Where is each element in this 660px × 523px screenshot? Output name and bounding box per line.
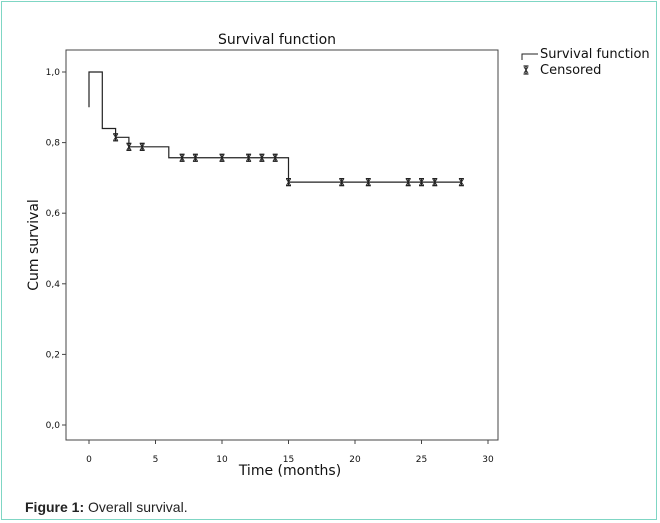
y-tick-label: 0,4 [46, 280, 61, 290]
censored-marker [405, 177, 411, 187]
censored-marker [179, 153, 185, 162]
y-tick-label: 0,2 [46, 350, 60, 360]
y-axis: 0,0 0,2 0,4 0,6 0,8 1,0 [46, 68, 66, 431]
x-tick-label: 5 [153, 455, 159, 465]
censored-marker [113, 133, 119, 142]
legend: Survival function Censored [521, 47, 650, 78]
y-axis-label: Cum survival [26, 199, 42, 291]
legend-censored-symbol [523, 65, 529, 75]
censored-marker [365, 177, 371, 187]
x-tick-label: 0 [86, 455, 92, 465]
legend-survival-symbol [521, 53, 538, 60]
censored-marker [432, 177, 438, 187]
y-tick-label: 0,8 [46, 139, 61, 149]
series-censored [113, 133, 464, 187]
censored-marker [139, 142, 145, 151]
censored-marker [286, 177, 291, 187]
y-tick-label: 0,6 [46, 209, 61, 219]
censored-marker [259, 153, 265, 162]
censored-marker [458, 177, 464, 187]
figure-caption: Figure 1: Overall survival. [25, 499, 188, 515]
y-tick-label: 1,0 [46, 68, 61, 78]
censored-marker [339, 177, 345, 187]
x-tick-label: 15 [283, 455, 294, 465]
legend-censored-label: Censored [540, 63, 601, 78]
censored-marker [272, 153, 278, 162]
x-axis: 0 5 10 15 20 25 30 [86, 440, 494, 465]
series-survival-function [88, 71, 462, 183]
x-axis-label: Time (months) [238, 463, 341, 479]
plot-area [65, 49, 499, 441]
caption-text: Overall survival. [84, 499, 188, 515]
caption-label: Figure 1: [25, 499, 85, 515]
censored-marker [219, 153, 225, 162]
censored-marker [246, 153, 252, 162]
legend-survival-label: Survival function [540, 47, 650, 62]
chart-title: Survival function [218, 32, 336, 48]
x-tick-label: 30 [482, 455, 494, 465]
x-tick-label: 10 [216, 455, 228, 465]
x-tick-label: 25 [416, 455, 427, 465]
censored-marker [419, 177, 424, 187]
y-tick-label: 0,0 [46, 421, 61, 431]
survival-step-line [88, 71, 462, 183]
censored-marker [126, 142, 132, 151]
censored-marker [192, 153, 198, 162]
x-tick-label: 20 [349, 455, 361, 465]
